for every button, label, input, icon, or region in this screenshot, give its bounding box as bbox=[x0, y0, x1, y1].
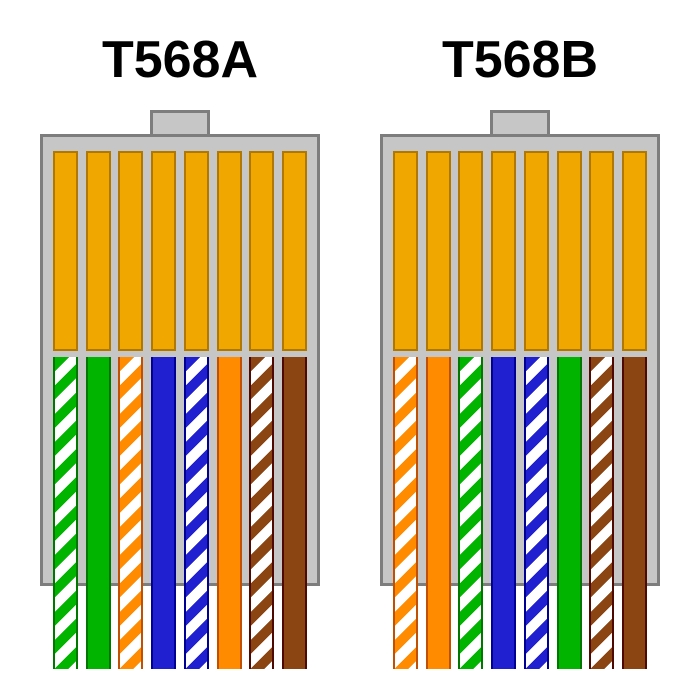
wire-6-orange bbox=[217, 357, 242, 669]
pins-area bbox=[393, 151, 647, 351]
pin-5 bbox=[184, 151, 209, 351]
wire-6-green bbox=[557, 357, 582, 669]
rj45-connector bbox=[380, 110, 660, 670]
wire-8-brown bbox=[622, 357, 647, 669]
wire-4-blue bbox=[151, 357, 176, 669]
pin-3 bbox=[118, 151, 143, 351]
pin-8 bbox=[282, 151, 307, 351]
connector-body bbox=[380, 134, 660, 586]
pin-3 bbox=[458, 151, 483, 351]
wire-8-brown bbox=[282, 357, 307, 669]
wire-5-white-blue bbox=[184, 357, 209, 669]
wire-2-orange bbox=[426, 357, 451, 669]
pin-7 bbox=[249, 151, 274, 351]
pin-7 bbox=[589, 151, 614, 351]
connector-clip bbox=[490, 110, 550, 136]
pin-6 bbox=[217, 151, 242, 351]
pin-5 bbox=[524, 151, 549, 351]
wires-area bbox=[393, 357, 647, 669]
pin-4 bbox=[151, 151, 176, 351]
wire-7-white-brown bbox=[249, 357, 274, 669]
wire-2-green bbox=[86, 357, 111, 669]
title-t568b: T568B bbox=[442, 30, 598, 90]
wire-5-white-blue bbox=[524, 357, 549, 669]
pin-8 bbox=[622, 151, 647, 351]
pin-1 bbox=[393, 151, 418, 351]
wire-1-white-green bbox=[53, 357, 78, 669]
wire-3-white-orange bbox=[118, 357, 143, 669]
wire-7-white-brown bbox=[589, 357, 614, 669]
pin-4 bbox=[491, 151, 516, 351]
connector-clip bbox=[150, 110, 210, 136]
pin-6 bbox=[557, 151, 582, 351]
pins-area bbox=[53, 151, 307, 351]
wire-1-white-orange bbox=[393, 357, 418, 669]
wires-area bbox=[53, 357, 307, 669]
wire-3-white-green bbox=[458, 357, 483, 669]
connector-body bbox=[40, 134, 320, 586]
wire-4-blue bbox=[491, 357, 516, 669]
connector-t568a: T568A bbox=[40, 30, 320, 670]
title-t568a: T568A bbox=[102, 30, 258, 90]
connector-t568b: T568B bbox=[380, 30, 660, 670]
rj45-connector bbox=[40, 110, 320, 670]
pin-2 bbox=[426, 151, 451, 351]
pin-2 bbox=[86, 151, 111, 351]
pin-1 bbox=[53, 151, 78, 351]
